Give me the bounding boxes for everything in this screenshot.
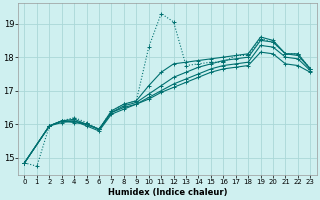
X-axis label: Humidex (Indice chaleur): Humidex (Indice chaleur) <box>108 188 227 197</box>
